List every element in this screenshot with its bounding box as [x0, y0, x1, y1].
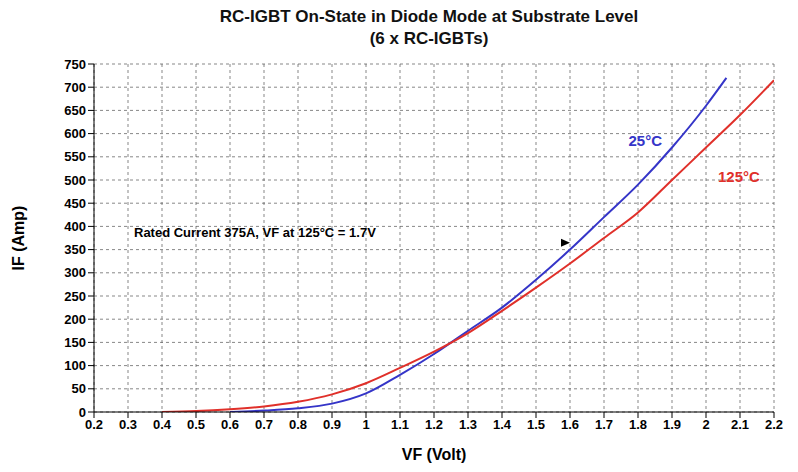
- svg-text:600: 600: [64, 126, 86, 141]
- svg-text:200: 200: [64, 312, 86, 327]
- svg-text:25°C: 25°C: [628, 132, 662, 149]
- svg-text:0.5: 0.5: [187, 417, 205, 432]
- svg-text:450: 450: [64, 196, 86, 211]
- svg-text:0.4: 0.4: [153, 417, 172, 432]
- svg-text:1.8: 1.8: [629, 417, 647, 432]
- svg-text:550: 550: [64, 149, 86, 164]
- svg-text:400: 400: [64, 219, 86, 234]
- svg-text:125°C: 125°C: [718, 168, 760, 185]
- html-text:RC-IGBT On-State in Diode Mode: RC-IGBT On-State in Diode Mode at Substr…: [219, 7, 639, 26]
- svg-text:750: 750: [64, 57, 86, 72]
- svg-text:1.1: 1.1: [391, 417, 409, 432]
- svg-text:0: 0: [79, 405, 86, 420]
- svg-text:0.6: 0.6: [221, 417, 239, 432]
- svg-text:250: 250: [64, 289, 86, 304]
- svg-text:VF (Volt): VF (Volt): [402, 446, 467, 463]
- svg-text:1.9: 1.9: [663, 417, 681, 432]
- svg-text:1.3: 1.3: [459, 417, 477, 432]
- svg-text:1.2: 1.2: [425, 417, 443, 432]
- svg-text:700: 700: [64, 80, 86, 95]
- svg-text:0.9: 0.9: [323, 417, 341, 432]
- svg-text:2.2: 2.2: [765, 417, 783, 432]
- svg-text:2: 2: [702, 417, 709, 432]
- svg-text:1: 1: [362, 417, 369, 432]
- svg-text:50: 50: [72, 381, 86, 396]
- svg-text:Rated Current 375A, VF at 125°: Rated Current 375A, VF at 125°C = 1.7V: [134, 225, 376, 240]
- svg-text:150: 150: [64, 335, 86, 350]
- html-text:(6 x RC-IGBTs): (6 x RC-IGBTs): [369, 29, 489, 48]
- svg-text:0.7: 0.7: [255, 417, 273, 432]
- svg-text:1.7: 1.7: [595, 417, 613, 432]
- svg-text:300: 300: [64, 265, 86, 280]
- svg-text:1.6: 1.6: [561, 417, 579, 432]
- svg-text:650: 650: [64, 103, 86, 118]
- svg-text:0.2: 0.2: [85, 417, 103, 432]
- svg-text:IF (Amp): IF (Amp): [10, 206, 27, 271]
- svg-text:350: 350: [64, 242, 86, 257]
- svg-text:100: 100: [64, 358, 86, 373]
- svg-text:500: 500: [64, 173, 86, 188]
- svg-text:1.5: 1.5: [527, 417, 545, 432]
- svg-text:1.4: 1.4: [493, 417, 512, 432]
- svg-text:0.8: 0.8: [289, 417, 307, 432]
- svg-text:0.3: 0.3: [119, 417, 137, 432]
- svg-text:2.1: 2.1: [731, 417, 749, 432]
